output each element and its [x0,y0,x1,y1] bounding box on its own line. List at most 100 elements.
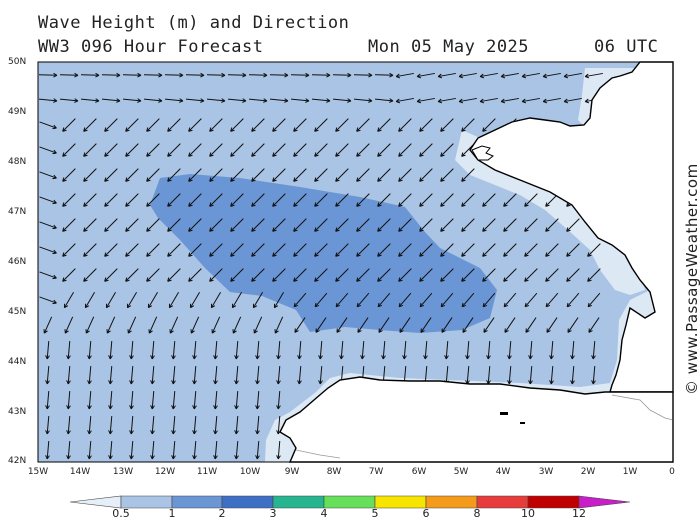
wave-arrow [104,193,118,207]
wave-arrow [272,143,286,157]
wave-arrow [108,365,113,385]
wave-arrow [276,365,281,385]
wave-arrow [272,218,286,232]
wave-arrow [482,292,496,308]
wave-arrow [122,98,142,103]
wave-arrow [189,291,200,309]
wave-arrow [570,365,575,385]
wave-arrow [314,268,328,282]
wave-arrow [171,440,176,460]
wave-arrow [419,218,433,232]
wave-arrow [545,243,559,257]
wave-arrow [150,390,155,410]
wave-arrow [39,271,57,280]
wave-arrow [251,193,265,207]
wave-arrow [353,72,373,78]
wave-arrow [104,118,118,132]
wave-arrow [146,218,160,232]
wave-arrow [101,72,121,78]
wave-arrow [381,340,386,360]
wave-arrow [399,317,411,333]
wave-arrow [227,98,247,103]
wave-arrow [171,415,176,435]
wave-arrow [377,292,391,308]
wave-arrow [252,291,263,309]
wave-arrow [588,317,600,333]
wave-arrow [440,168,454,182]
wave-arrow [39,296,57,305]
wave-arrow [209,168,223,182]
wave-arrow [231,291,242,309]
colorbar-segment [425,495,478,509]
wave-arrow [356,168,370,182]
wave-arrow [45,390,50,410]
lon-label-7w: 7W [368,467,384,477]
wave-arrow [62,143,76,157]
wave-arrow [528,365,533,385]
wave-arrow [66,365,71,385]
wave-arrow [80,98,100,103]
wave-arrow [339,340,344,360]
wave-arrow [230,268,244,282]
wave-arrow [332,72,352,78]
wave-arrow [335,292,349,308]
wave-arrow [188,218,202,232]
colorbar-label-5: 5 [371,507,379,520]
wave-arrow [587,292,601,308]
wave-arrow [314,292,328,308]
wave-arrow [164,98,184,103]
wave-arrow [479,97,498,104]
wave-arrow [377,118,391,132]
wave-arrow [332,98,352,103]
wave-arrow [297,340,302,360]
colorbar-label-10: 10 [521,507,535,520]
wave-arrow [192,440,197,460]
wave-arrow [129,390,134,410]
wave-arrow [416,72,435,79]
island-mark [500,412,508,415]
colorbar-label-0-5: 0.5 [112,507,130,520]
wave-arrow [150,340,155,360]
wave-arrow [209,193,223,207]
wave-arrow [437,97,456,104]
wave-arrow [377,243,391,257]
wave-arrow [230,118,244,132]
wave-arrow [293,243,307,257]
wave-arrow [482,268,496,282]
wave-arrow [122,72,142,78]
wave-arrow [503,218,517,232]
wave-arrow [398,218,412,232]
wave-arrow [104,143,118,157]
wave-arrow [274,316,284,334]
lon-label-13w: 13W [112,467,134,477]
colorbar-label-12: 12 [572,507,586,520]
lat-label-47n: 47N [8,207,27,217]
wave-arrow [398,268,412,282]
wave-arrow [87,390,92,410]
wave-arrow [293,168,307,182]
wave-arrow [272,243,286,257]
wave-arrow [314,143,328,157]
colorbar-segment [171,495,223,509]
wave-arrow [87,415,92,435]
wave-arrow [269,98,289,103]
land-brittany-tip [471,145,494,161]
wave-arrow [83,268,97,282]
wave-arrow [314,168,328,182]
wave-arrow [230,143,244,157]
lat-label-46n: 46N [8,257,27,267]
wave-arrow [356,218,370,232]
wave-arrow [335,168,349,182]
wave-arrow [188,143,202,157]
lon-label-0: 0 [669,467,675,477]
wave-arrow [563,72,582,79]
wave-arrow [440,143,454,157]
wave-arrow [108,440,113,460]
wave-arrow [108,340,113,360]
colorbar-segment [578,495,631,509]
wave-arrow [66,340,71,360]
wave-arrow [108,390,113,410]
island-mark-2 [520,422,525,424]
wave-arrow [39,246,57,255]
wave-arrow [398,118,412,132]
